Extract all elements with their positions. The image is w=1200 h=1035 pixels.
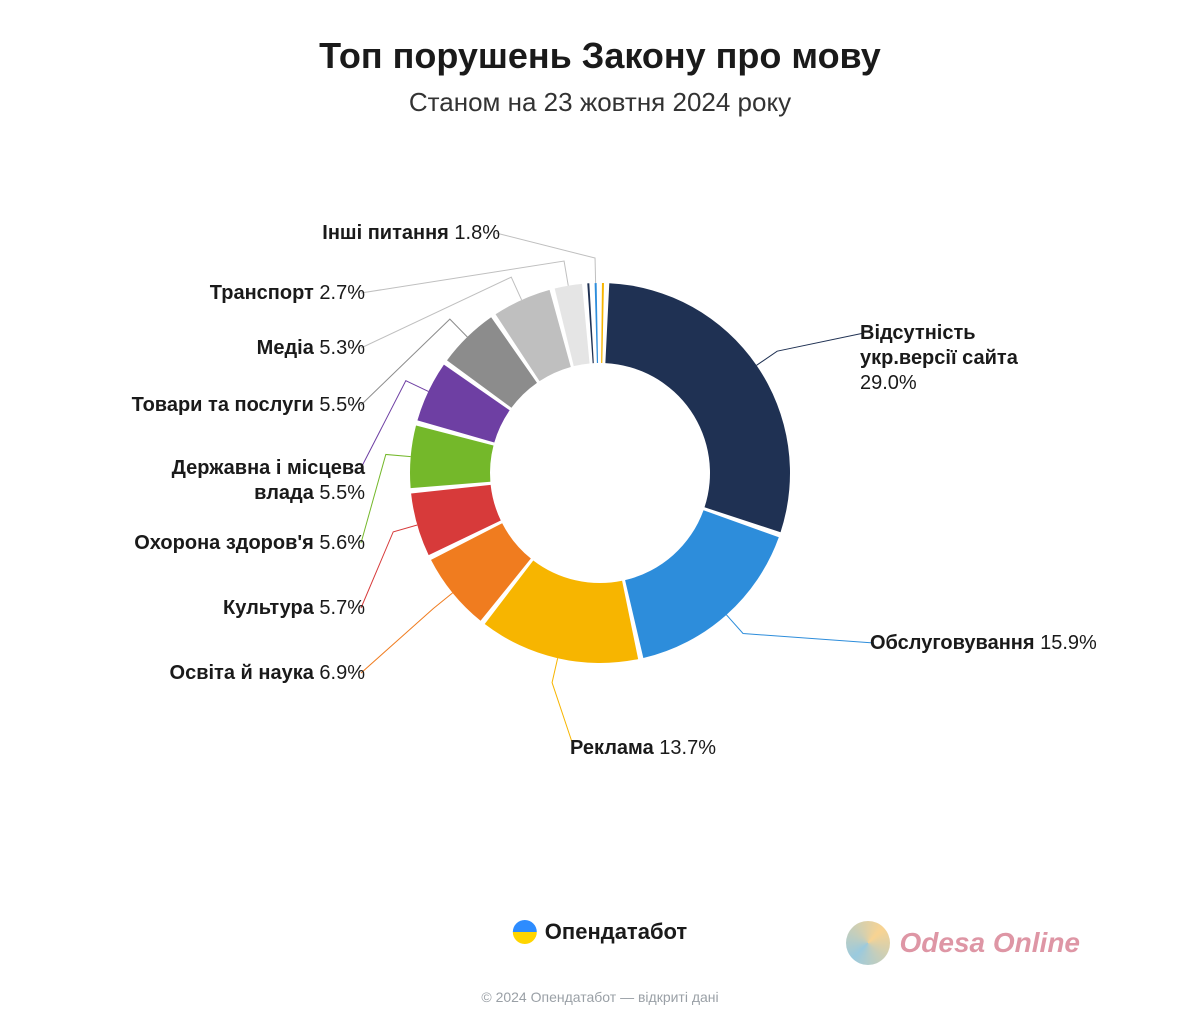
slice-label: Обслуговування 15.9% xyxy=(870,631,1097,656)
chart-title: Топ порушень Закону про мову xyxy=(0,35,1200,77)
slice-label: Товари та послуги 5.5% xyxy=(132,393,365,418)
slice-label: Реклама 13.7% xyxy=(570,736,716,761)
chart-area: Відсутністьукр.версії сайта29.0% Обслугов… xyxy=(0,148,1200,798)
donut-slice xyxy=(601,283,604,363)
leader-line xyxy=(361,261,568,293)
slice-label: Державна і місцевавлада 5.5% xyxy=(172,456,365,506)
leader-line xyxy=(361,525,417,608)
slice-label: Освіта й наука 6.9% xyxy=(170,661,365,686)
leader-line xyxy=(361,593,453,673)
leader-line xyxy=(726,615,874,643)
slice-label: Медіа 5.3% xyxy=(257,336,365,361)
leader-line xyxy=(757,333,864,365)
donut-slice xyxy=(605,283,790,532)
leader-line xyxy=(552,658,574,748)
slice-label: Відсутністьукр.версії сайта29.0% xyxy=(860,321,1018,396)
slice-label: Інші питання 1.8% xyxy=(322,221,500,246)
brand-name: Опендатабот xyxy=(545,919,687,945)
leader-line xyxy=(496,233,596,283)
watermark-logo-icon xyxy=(846,921,890,965)
slice-label: Охорона здоров'я 5.6% xyxy=(134,531,365,556)
watermark: Odesa Online xyxy=(846,921,1081,965)
watermark-text: Odesa Online xyxy=(900,927,1081,959)
copyright-text: © 2024 Опендатабот — відкриті дані xyxy=(481,989,718,1005)
donut-slice xyxy=(625,510,779,658)
chart-subtitle: Станом на 23 жовтня 2024 року xyxy=(0,87,1200,118)
donut-slice xyxy=(595,283,598,363)
leader-line xyxy=(361,454,411,543)
slice-label: Культура 5.7% xyxy=(223,596,365,621)
slice-label: Транспорт 2.7% xyxy=(210,281,365,306)
brand-footer: Опендатабот xyxy=(513,919,687,945)
brand-logo-icon xyxy=(513,920,537,944)
